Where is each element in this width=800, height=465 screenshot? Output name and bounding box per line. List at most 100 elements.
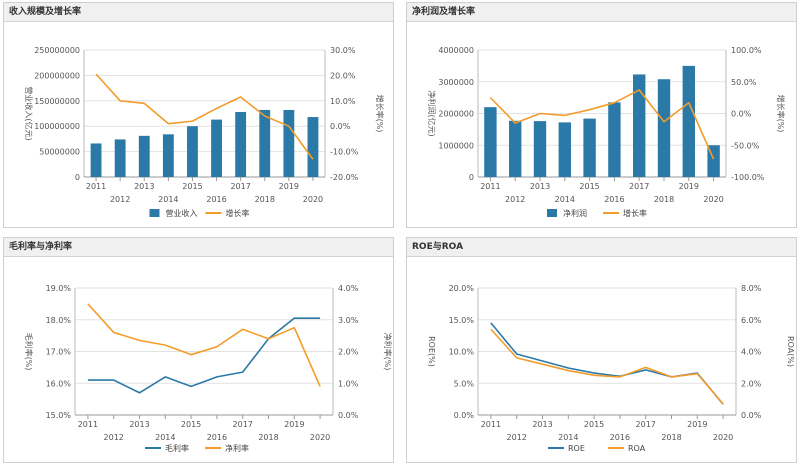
bar-营业收入 [259,109,271,177]
left-axis-tick-label: 20.0% [449,284,475,293]
bar-净利润 [558,122,571,177]
legend-swatch [149,209,160,217]
bar-营业收入 [138,135,150,177]
right-axis-title: 净利率(%) [383,333,393,371]
revenue-growth-chart: 0 50000000 100000000 150000000 200000000 2500… [24,46,385,218]
right-axis-title: 增长率(%) [776,95,786,133]
left-axis-tick-label: 1000000 [438,141,474,150]
left-axis-tick-label: 15.0% [449,316,475,325]
x-tick-label: 2017 [629,182,649,191]
legend-label: 营业收入 [166,208,198,218]
legend-label: 毛利率 [165,443,189,453]
x-tick-label: 2020 [713,433,733,442]
right-axis-title: ROA(%) [786,336,795,367]
right-axis-tick-label: 1.0% [338,379,359,388]
left-axis-tick-label: 0 [75,173,80,182]
x-tick-label: 2016 [207,433,227,442]
x-tick-label: 2013 [134,182,154,191]
line-ROE [490,322,724,405]
x-tick-label: 2014 [158,195,178,204]
right-axis-tick-label: -100.0% [731,173,765,182]
legend-label: 净利润 [563,208,587,218]
right-axis-tick-label: 50.0% [731,78,757,87]
bar-净利润 [633,74,646,177]
x-tick-label: 2019 [279,182,299,191]
left-axis-tick-label: 3000000 [438,78,474,87]
right-axis-tick-label: 6.0% [741,316,762,325]
bar-营业收入 [211,119,222,177]
bar-净利润 [608,102,621,177]
left-axis-tick-label: 10.0% [449,348,475,357]
x-tick-label: 2012 [505,195,525,204]
right-axis-tick-label: -10.0% [330,148,359,157]
net-profit-growth-panel: 净利润及增长率 0 1000000 2000000 3000000 4000000 -10… [406,2,797,228]
left-axis-title: 净利润(亿元) [427,90,437,136]
left-axis-tick-label: 250000000 [34,46,80,55]
x-tick-label: 2013 [532,420,552,429]
right-axis-tick-label: 20.0% [330,71,356,80]
x-tick-label: 2012 [507,433,527,442]
bar-净利润 [484,107,497,177]
left-axis-tick-label: 4000000 [438,46,474,55]
left-axis-title: ROE(%) [427,336,436,367]
legend-label: 增长率 [623,208,647,218]
left-axis-tick-label: 16.0% [46,379,72,388]
left-axis-title: 营业收入(亿元) [24,86,34,140]
x-tick-label: 2018 [654,195,674,204]
x-tick-label: 2018 [255,195,275,204]
line-ROA [490,328,724,405]
bar-净利润 [583,118,596,177]
x-tick-label: 2016 [610,433,630,442]
x-tick-label: 2019 [679,182,699,191]
right-axis-title: 增长率(%) [375,95,385,133]
x-tick-label: 2011 [86,182,106,191]
x-tick-label: 2015 [181,420,201,429]
bar-营业收入 [187,126,198,177]
right-axis-tick-label: 0.0% [741,411,762,420]
x-tick-label: 2015 [579,182,599,191]
right-axis-tick-label: 0.0% [338,411,359,420]
legend-label: 净利率 [225,443,249,453]
right-axis-tick-label: 10.0% [330,97,356,106]
left-axis-title: 毛利率(%) [24,333,34,371]
x-tick-label: 2014 [155,433,175,442]
left-axis-tick-label: 17.0% [46,348,72,357]
left-axis-tick-label: 19.0% [46,284,72,293]
x-tick-label: 2015 [584,420,604,429]
left-axis-tick-label: 200000000 [34,71,80,80]
panel-title: 毛利率与净利率 [4,238,393,257]
right-axis-tick-label: 4.0% [338,284,359,293]
bar-营业收入 [283,109,295,177]
x-tick-label: 2017 [233,420,253,429]
left-axis-tick-label: 5.0% [454,379,475,388]
right-axis-tick-label: 30.0% [330,46,356,55]
panel-title: 净利润及增长率 [407,3,796,22]
x-tick-label: 2014 [555,195,575,204]
bar-净利润 [657,79,671,177]
bar-营业收入 [307,117,319,177]
x-tick-label: 2020 [303,195,323,204]
legend-label: ROE [568,444,585,453]
line-毛利率 [87,317,321,394]
x-tick-label: 2011 [481,420,501,429]
bar-营业收入 [114,139,126,177]
x-tick-label: 2020 [310,433,330,442]
bar-净利润 [682,65,695,177]
left-axis-tick-label: 50000000 [39,148,80,157]
left-axis-tick-label: 0.0% [454,411,475,420]
right-axis-tick-label: 3.0% [338,316,359,325]
line-增长率 [489,89,715,160]
bar-净利润 [533,121,547,177]
panel-title: 收入规模及增长率 [4,3,393,22]
bar-营业收入 [162,134,174,177]
left-axis-tick-label: 150000000 [34,97,80,106]
revenue-growth-panel: 收入规模及增长率 0 50000000 100000000 150000000 2000… [3,2,394,228]
legend-swatch [547,209,557,217]
x-tick-label: 2018 [258,433,278,442]
x-tick-label: 2019 [284,420,304,429]
margin-panel: 毛利率与净利率 15.0% 16.0% 17.0% 18.0% 19.0% 0.0% 1.0… [3,237,394,463]
right-axis-tick-label: 100.0% [731,46,762,55]
x-tick-label: 2016 [604,195,624,204]
right-axis-tick-label: 8.0% [741,284,762,293]
x-tick-label: 2020 [703,195,723,204]
